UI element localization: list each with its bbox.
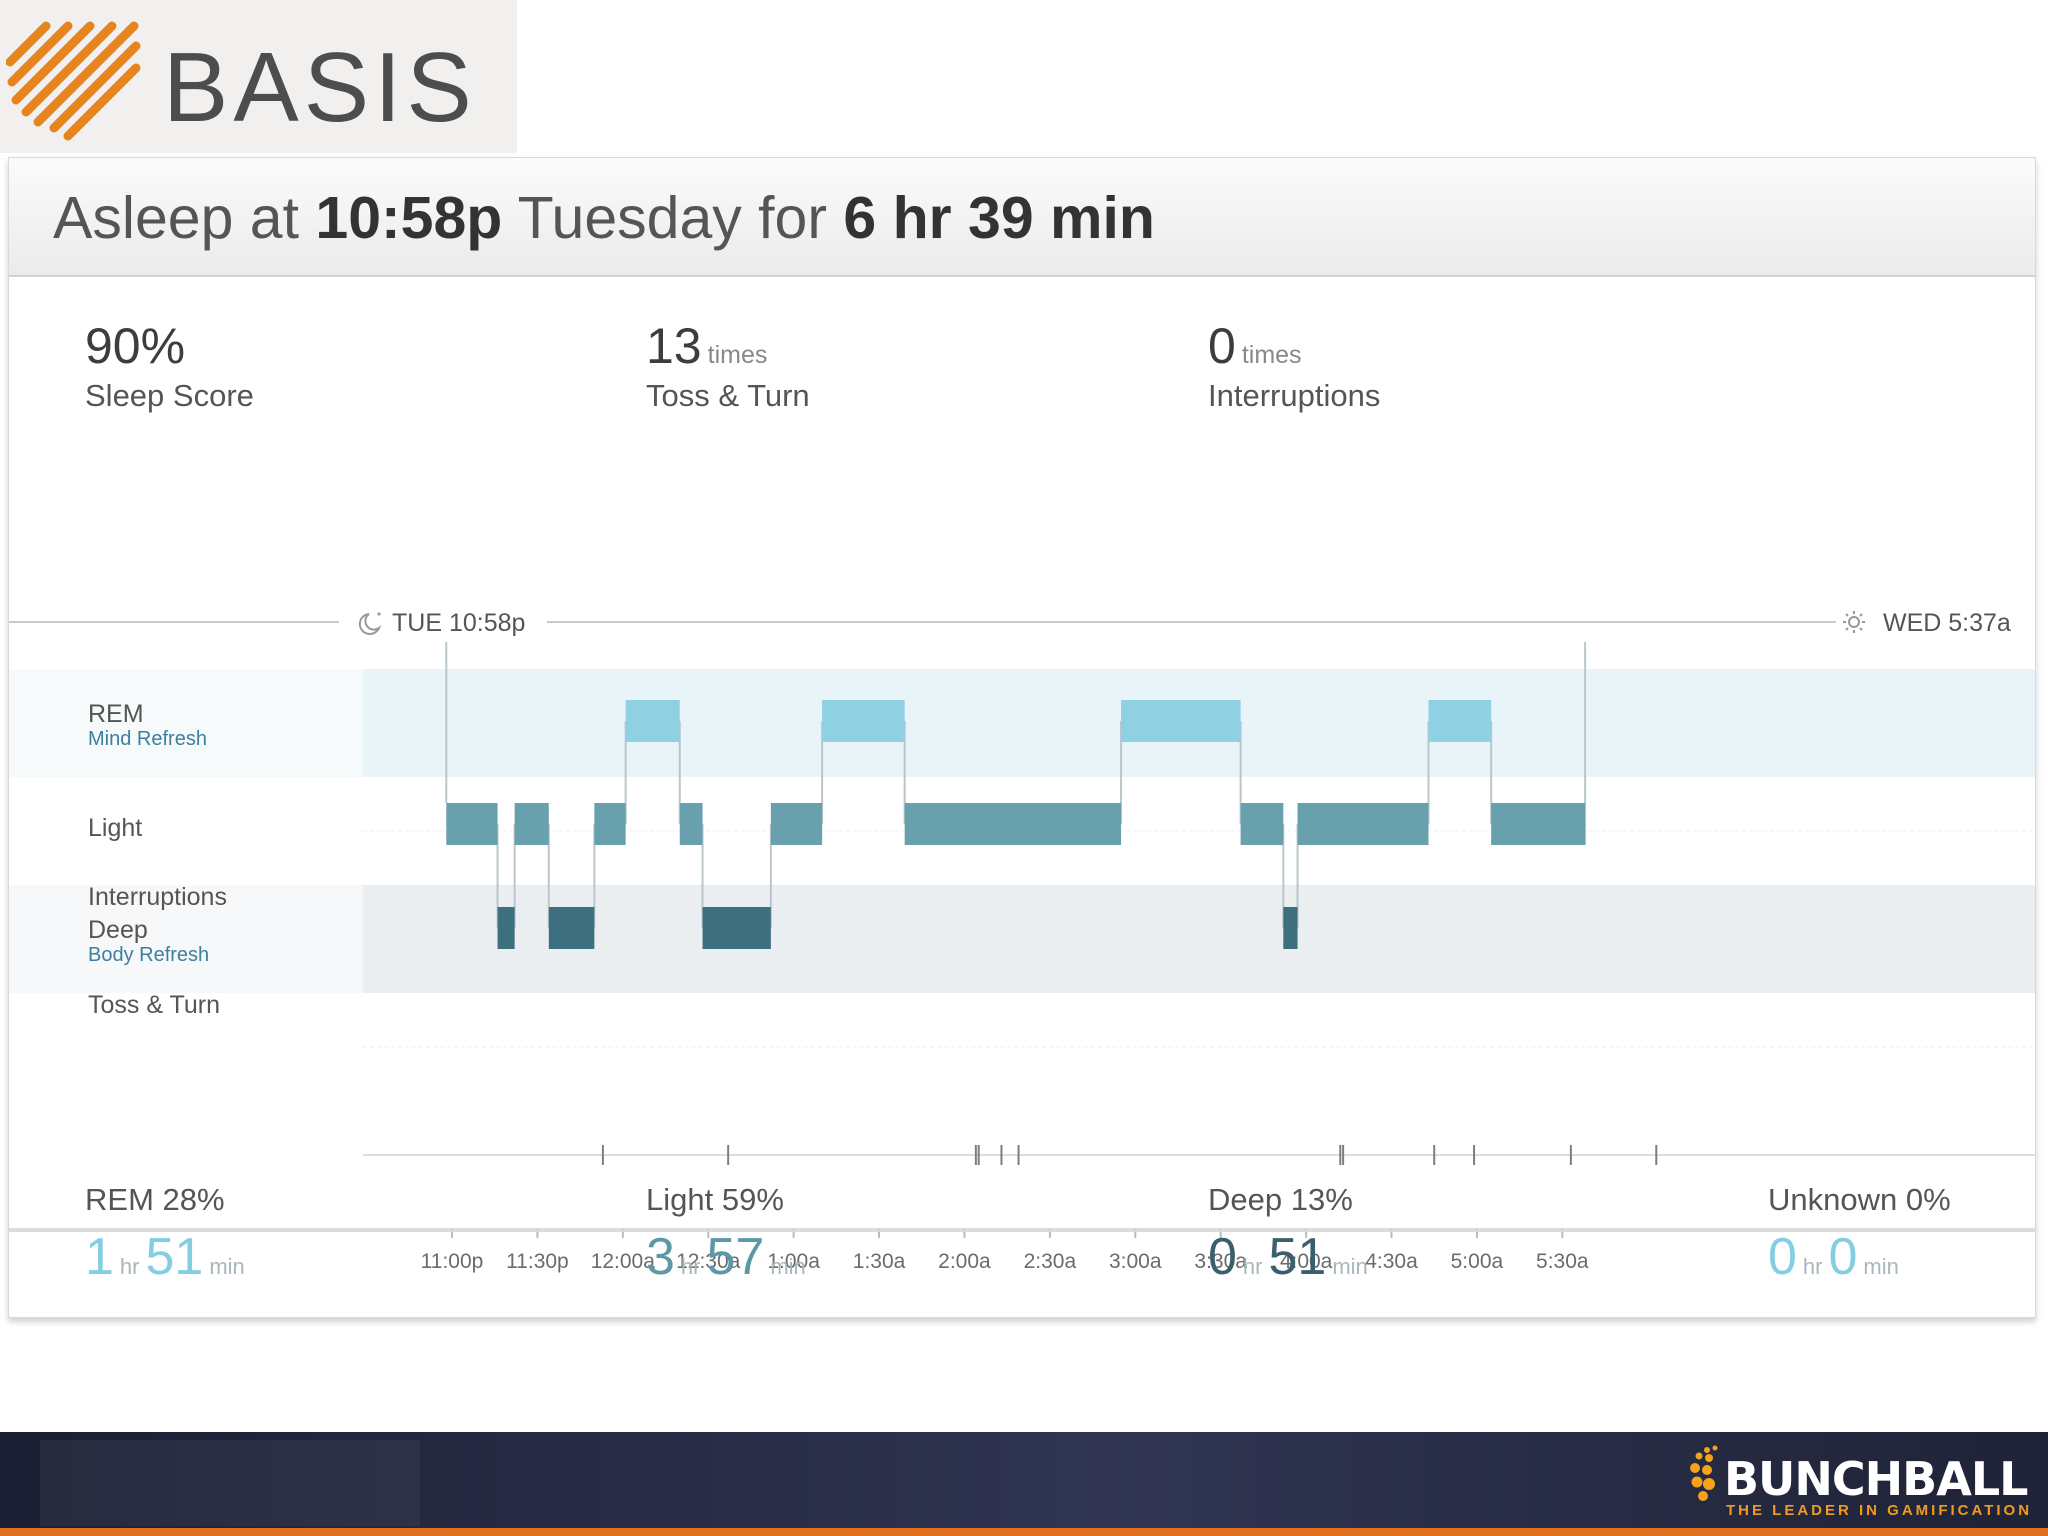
row-label-light: Light xyxy=(88,814,143,842)
toss-turn-unit: times xyxy=(707,341,768,369)
sleep-headline: Asleep at 10:58p Tuesday for 6 hr 39 min xyxy=(53,183,1155,253)
sleep-score-value: 90% xyxy=(85,318,186,374)
breakdown-rem-label: REM 28% xyxy=(85,1182,225,1217)
headline-middle: Tuesday for xyxy=(502,185,844,251)
stage-bar-light xyxy=(679,803,703,845)
time-axis-label: 1:00a xyxy=(767,1250,820,1273)
row-label-toss-turn: Toss & Turn xyxy=(88,991,220,1019)
row-sublabel-rem: Mind Refresh xyxy=(88,728,207,750)
interruptions-label: Interruptions xyxy=(1208,378,1381,413)
stage-bar-deep xyxy=(1283,907,1298,949)
time-axis-label: 3:30a xyxy=(1194,1250,1247,1273)
interruptions-stat: 0 times Interruptions xyxy=(1208,318,1380,416)
breakdown-rem-hours: 1 xyxy=(85,1228,114,1286)
breakdown-light-label: Light 59% xyxy=(646,1182,784,1217)
footer-bar: BUNCHBALL THE LEADER IN GAMIFICATION xyxy=(0,1432,2048,1536)
deep-label-band xyxy=(9,885,363,993)
time-axis-label: 2:00a xyxy=(938,1250,991,1273)
moon-icon xyxy=(358,612,382,635)
breakdown-unknown-hours: 0 xyxy=(1768,1228,1797,1286)
time-axis-label: 1:30a xyxy=(853,1250,906,1273)
timeline-start-label: TUE 10:58p xyxy=(392,609,525,637)
basis-stripes-icon xyxy=(6,21,141,141)
stage-bar-rem xyxy=(822,700,905,742)
card-header: Asleep at 10:58p Tuesday for 6 hr 39 min xyxy=(9,158,2035,277)
stage-bar-light xyxy=(514,803,549,845)
stage-bar-deep xyxy=(548,907,595,949)
row-label-interruptions: Interruptions xyxy=(88,883,227,911)
time-axis-label: 3:00a xyxy=(1109,1250,1162,1273)
row-label-deep: Deep Body Refresh xyxy=(88,916,210,966)
time-axis-label: 5:00a xyxy=(1451,1250,1504,1273)
toss-turn-value: 13 xyxy=(646,318,702,374)
bunchball-wordmark: BUNCHBALL xyxy=(1724,1452,2028,1506)
headline-prefix: Asleep at xyxy=(53,185,316,251)
time-axis: 11:00p 11:30p 12:00a 12:30a 1:00a 1:30a 2:00a 2… xyxy=(9,1228,2035,1273)
interruptions-value: 0 xyxy=(1208,318,1236,374)
time-axis-label: 11:00p xyxy=(421,1250,484,1273)
sun-icon xyxy=(1843,611,1865,633)
breakdown-unknown: Unknown 0% 0 hr 0 min xyxy=(1768,1182,1951,1286)
asleep-time: 10:58p xyxy=(315,185,503,251)
stage-layer xyxy=(445,642,1587,949)
stage-bar-light xyxy=(904,803,1122,845)
toss-turn-label: Toss & Turn xyxy=(646,378,810,413)
breakdown-light-hours: 3 xyxy=(646,1228,675,1286)
breakdown-rem-minutes: 51 xyxy=(145,1228,204,1286)
footer-panel xyxy=(40,1440,420,1526)
stage-bar-rem xyxy=(1428,700,1492,742)
toss-turn-layer xyxy=(363,1145,2035,1165)
breakdown-deep-label: Deep 13% xyxy=(1208,1182,1353,1217)
footer-accent-stripe xyxy=(0,1528,2048,1536)
toss-turn-stat: 13 times Toss & Turn xyxy=(646,318,810,416)
hypnogram-svg: TUE 10:58p WED 5:37a 11:00p 11:30p 12:00a 1… xyxy=(9,609,2035,1273)
stage-bar-deep xyxy=(497,907,515,949)
stage-bar-light xyxy=(1240,803,1284,845)
breakdown-deep-minutes: 51 xyxy=(1268,1228,1327,1286)
bunchball-dots-icon xyxy=(1690,1445,1718,1501)
sleep-stage-chart: TUE 10:58p WED 5:37a 11:00p 11:30p 12:00a 1… xyxy=(9,454,2035,1317)
time-axis-label: 12:00a xyxy=(591,1250,656,1273)
breakdown-deep-hours: 0 xyxy=(1208,1228,1237,1286)
time-axis-label: 4:30a xyxy=(1365,1250,1418,1273)
stage-bar-light xyxy=(446,803,498,845)
breakdown-deep: Deep 13% 0 hr 51 min xyxy=(1208,1182,1374,1284)
interruptions-unit: times xyxy=(1241,341,1302,369)
card-divider xyxy=(9,1230,2035,1232)
breakdown-rem: REM 28% 1 hr 51 min xyxy=(85,1182,251,1284)
breakdown-unknown-label: Unknown 0% xyxy=(1768,1182,1951,1217)
row-label-rem: REM Mind Refresh xyxy=(88,700,207,750)
stage-bar-rem xyxy=(625,700,680,742)
stage-bar-deep xyxy=(702,907,771,949)
breakdown-light-minutes: 57 xyxy=(706,1228,765,1286)
time-axis-label: 4:00a xyxy=(1280,1250,1333,1273)
stage-bar-light xyxy=(770,803,823,845)
breakdown-light: Light 59% 3 hr 57 min xyxy=(646,1182,812,1284)
breakdown-unknown-minutes: 0 xyxy=(1828,1228,1858,1286)
time-axis-label: 11:30p xyxy=(506,1250,569,1273)
stage-bar-rem xyxy=(1121,700,1241,742)
deep-band xyxy=(363,885,2035,993)
stage-bar-light xyxy=(594,803,626,845)
basis-wordmark: BASIS xyxy=(163,32,477,142)
bunchball-tagline: THE LEADER IN GAMIFICATION xyxy=(1726,1502,2033,1519)
time-axis-label: 2:30a xyxy=(1024,1250,1077,1273)
time-axis-label: 12:30a xyxy=(676,1250,741,1273)
sleep-summary-card: Asleep at 10:58p Tuesday for 6 hr 39 min… xyxy=(8,157,2036,1318)
time-axis-label: 5:30a xyxy=(1536,1250,1589,1273)
sleep-duration: 6 hr 39 min xyxy=(843,185,1155,251)
stage-bar-light xyxy=(1491,803,1586,845)
timeline-end-label: WED 5:37a xyxy=(1883,609,2011,637)
rem-label-band xyxy=(9,669,363,777)
sleep-score-label: Sleep Score xyxy=(85,378,254,413)
sleep-score-stat: 90% Sleep Score xyxy=(85,318,254,416)
row-sublabel-deep: Body Refresh xyxy=(88,944,210,966)
basis-logo: BASIS xyxy=(0,0,517,153)
stage-bar-light xyxy=(1297,803,1429,845)
